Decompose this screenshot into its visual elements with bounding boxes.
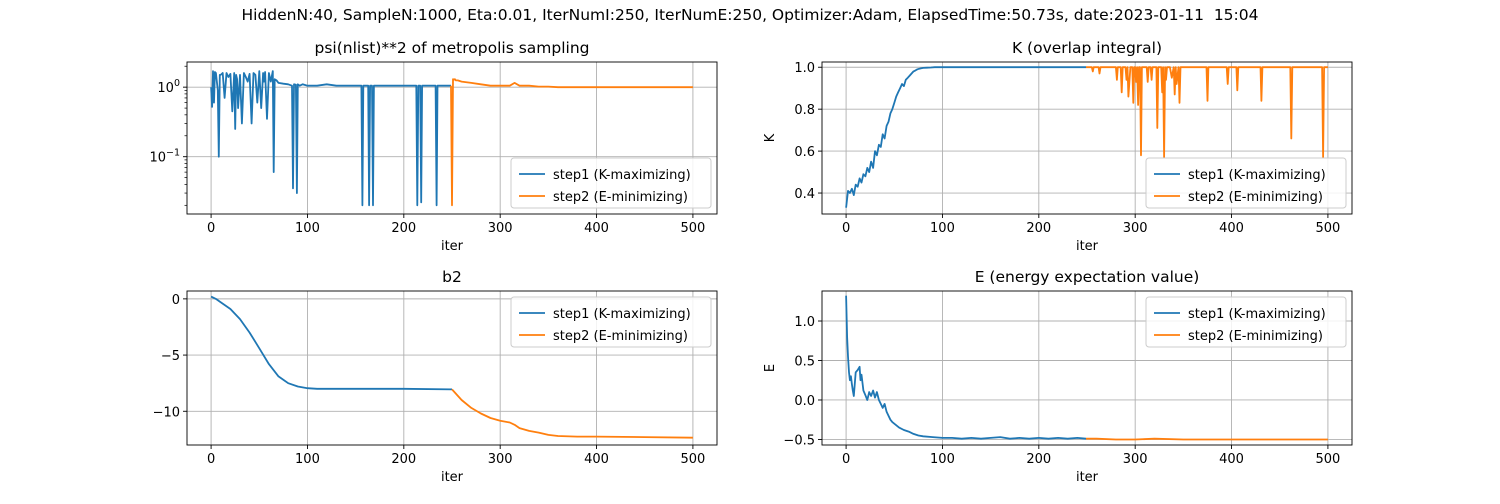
axes-frame (821, 290, 1353, 446)
y-tick-label: 0.0 (794, 394, 815, 409)
x-tick-label: 0 (207, 452, 215, 467)
subplot-title: psi(nlist)**2 of metropolis sampling (314, 39, 589, 57)
series-line-2 (1086, 437, 1328, 441)
series-line-1 (845, 66, 1086, 208)
x-tick-label: 400 (584, 221, 609, 236)
legend-label: step1 (K-maximizing) (553, 168, 691, 183)
x-tick-label: 100 (930, 452, 955, 467)
x-tick-label: 200 (391, 452, 416, 467)
subplot-e: 0 100 200 300 400 500 −0.5 0.0 0.5 1.0 E (energy e… (763, 268, 1353, 485)
y-axis-label: K (763, 133, 778, 142)
x-tick-label: 0 (207, 221, 215, 236)
x-axis-label: iter (441, 470, 464, 485)
x-tick-label: 100 (930, 221, 955, 236)
y-tick-label: 1.0 (794, 61, 815, 76)
x-tick-label: 200 (391, 221, 416, 236)
series-line-1 (210, 70, 451, 207)
x-tick-label: 100 (295, 221, 320, 236)
y-tick-label: 0.8 (794, 103, 815, 118)
x-tick-label: 0 (842, 452, 850, 467)
series-line-2 (1086, 66, 1328, 159)
y-tick-exponent: 0 (174, 78, 180, 89)
legend-box (510, 157, 712, 209)
y-tick-exponent: −1 (166, 148, 180, 159)
series-line-2 (451, 388, 693, 439)
y-tick-label: −5 (161, 349, 180, 364)
x-tick-label: 300 (488, 221, 513, 236)
legend-box (510, 296, 712, 348)
subplot-title: b2 (442, 268, 462, 286)
y-tick-label: 100 (157, 78, 180, 96)
y-tick-label: 1.0 (794, 315, 815, 330)
legend-label: step2 (E-minimizing) (553, 190, 688, 205)
y-tick-label: 0.5 (794, 354, 815, 369)
x-axis-label: iter (1076, 239, 1099, 254)
x-tick-label: 300 (488, 452, 513, 467)
legend-box (1145, 157, 1347, 209)
x-tick-label: 300 (1123, 452, 1148, 467)
y-tick-label: 0 (172, 293, 180, 308)
legend-label: step2 (E-minimizing) (553, 329, 688, 344)
legend-box (1145, 296, 1347, 348)
legend-label: step2 (E-minimizing) (1188, 190, 1323, 205)
x-tick-label: 300 (1123, 221, 1148, 236)
axes-frame (186, 61, 718, 215)
y-tick-label: 0.6 (794, 145, 815, 160)
x-tick-label: 400 (1219, 452, 1244, 467)
x-tick-label: 200 (1026, 221, 1051, 236)
x-tick-label: 400 (1219, 221, 1244, 236)
legend-label: step2 (E-minimizing) (1188, 329, 1323, 344)
y-tick-label: 0.4 (794, 187, 815, 202)
figure-title: HiddenN:40, SampleN:1000, Eta:0.01, Iter… (241, 6, 1259, 24)
subplot-k: 0 100 200 300 400 500 0.4 0.6 0.8 1.0 K (overlap i… (763, 39, 1353, 254)
series-line-1 (845, 295, 1087, 440)
x-tick-label: 500 (1315, 452, 1340, 467)
series-line-1 (210, 295, 453, 391)
axes-frame (186, 290, 718, 446)
x-tick-label: 400 (584, 452, 609, 467)
legend: step1 (K-maximizing) step2 (E-minimizing) (1145, 296, 1347, 348)
legend-label: step1 (K-maximizing) (1188, 307, 1326, 322)
x-tick-label: 500 (1315, 221, 1340, 236)
legend: step1 (K-maximizing) step2 (E-minimizing) (510, 157, 712, 209)
subplot-title: K (overlap integral) (1012, 39, 1162, 57)
y-axis-label: E (763, 364, 778, 372)
legend: step1 (K-maximizing) step2 (E-minimizing) (1145, 157, 1347, 209)
x-axis-label: iter (1076, 470, 1099, 485)
subplot-title: E (energy expectation value) (975, 268, 1200, 286)
axes-frame (821, 61, 1353, 215)
subplot-b2: 0 100 200 300 400 500 0 −5 −10 b2 iter step1 (K-max… (153, 268, 718, 485)
legend-label: step1 (K-maximizing) (553, 307, 691, 322)
x-tick-label: 500 (680, 221, 705, 236)
x-axis-label: iter (441, 239, 464, 254)
legend: step1 (K-maximizing) step2 (E-minimizing) (510, 296, 712, 348)
y-tick-label: −10 (153, 405, 180, 420)
legend-label: step1 (K-maximizing) (1188, 168, 1326, 183)
x-tick-label: 200 (1026, 452, 1051, 467)
x-tick-label: 0 (842, 221, 850, 236)
x-tick-label: 100 (295, 452, 320, 467)
y-tick-label: 10−1 (149, 148, 180, 166)
x-tick-label: 500 (680, 452, 705, 467)
series-line-2 (450, 78, 693, 207)
y-tick-label: −0.5 (783, 433, 815, 448)
